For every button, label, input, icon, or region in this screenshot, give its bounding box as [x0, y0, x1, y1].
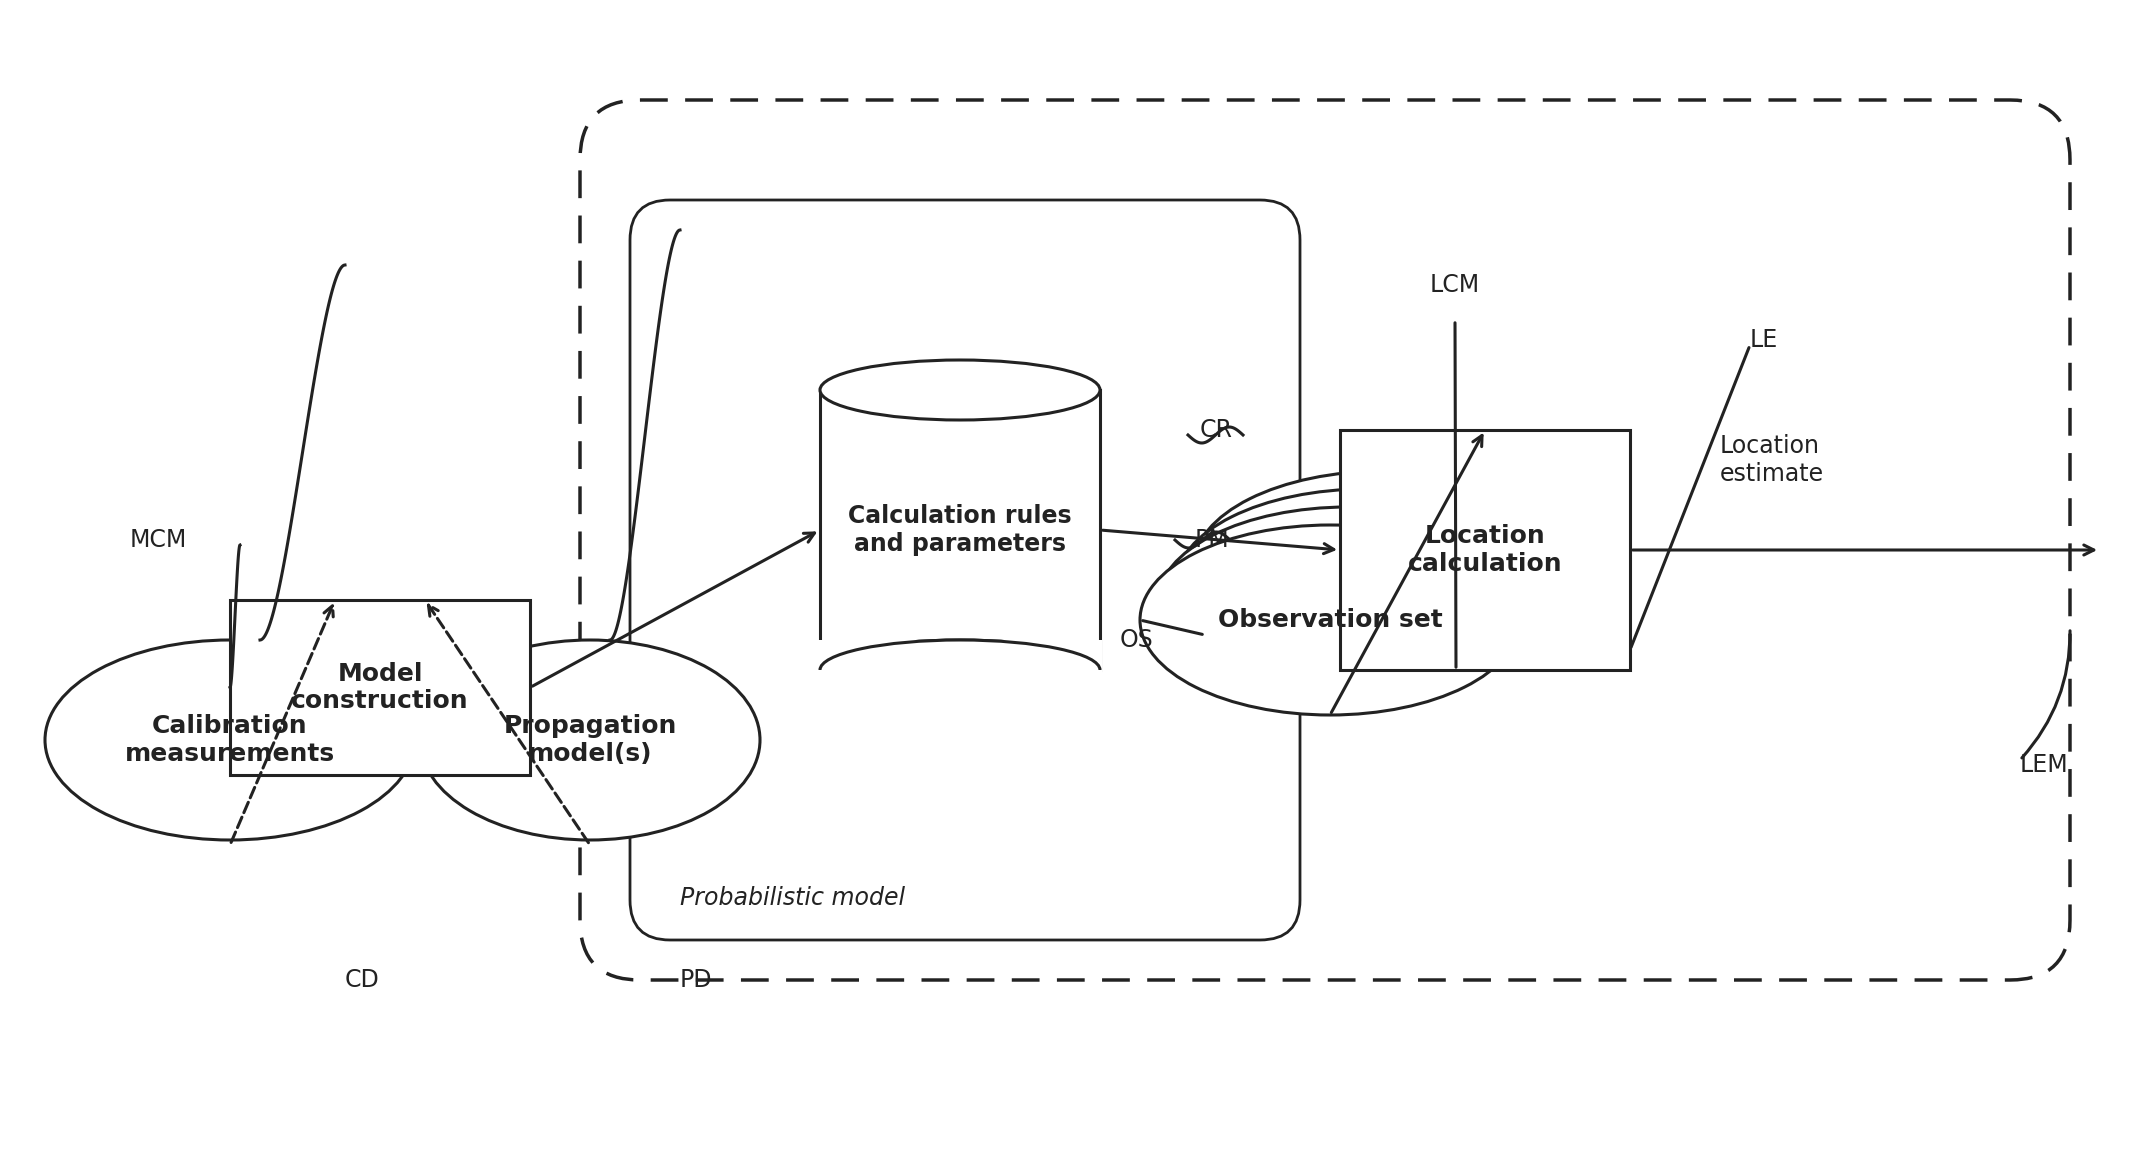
Text: OS: OS	[1120, 629, 1154, 651]
Text: Calculation rules
and parameters: Calculation rules and parameters	[848, 504, 1073, 556]
Text: Location
calculation: Location calculation	[1408, 524, 1562, 576]
Text: Propagation
model(s): Propagation model(s)	[504, 714, 677, 766]
Text: LE: LE	[1750, 327, 1778, 352]
Bar	[818, 670, 1103, 702]
Text: Observation set: Observation set	[1218, 608, 1442, 632]
Ellipse shape	[1158, 507, 1539, 697]
Bar	[821, 390, 1101, 670]
Bar	[818, 640, 1103, 672]
Text: Location
estimate: Location estimate	[1720, 434, 1825, 486]
Text: MCM: MCM	[130, 529, 188, 552]
Ellipse shape	[1175, 489, 1556, 679]
Text: PD: PD	[680, 967, 712, 992]
Text: CR: CR	[1201, 418, 1233, 442]
Text: Calibration
measurements: Calibration measurements	[124, 714, 336, 766]
Text: PM: PM	[1195, 529, 1229, 552]
Text: LEM: LEM	[2019, 753, 2069, 777]
Ellipse shape	[45, 640, 415, 840]
FancyBboxPatch shape	[630, 200, 1299, 940]
Text: Model
construction: Model construction	[291, 662, 468, 714]
Ellipse shape	[1139, 525, 1519, 715]
Ellipse shape	[1195, 471, 1575, 661]
Ellipse shape	[821, 640, 1101, 700]
Text: CD: CD	[344, 967, 380, 992]
Bar	[1340, 430, 1631, 670]
Ellipse shape	[421, 640, 761, 840]
Ellipse shape	[821, 360, 1101, 421]
Text: LCM: LCM	[1430, 273, 1481, 296]
Text: Probabilistic model: Probabilistic model	[680, 886, 906, 910]
Bar	[231, 600, 530, 774]
